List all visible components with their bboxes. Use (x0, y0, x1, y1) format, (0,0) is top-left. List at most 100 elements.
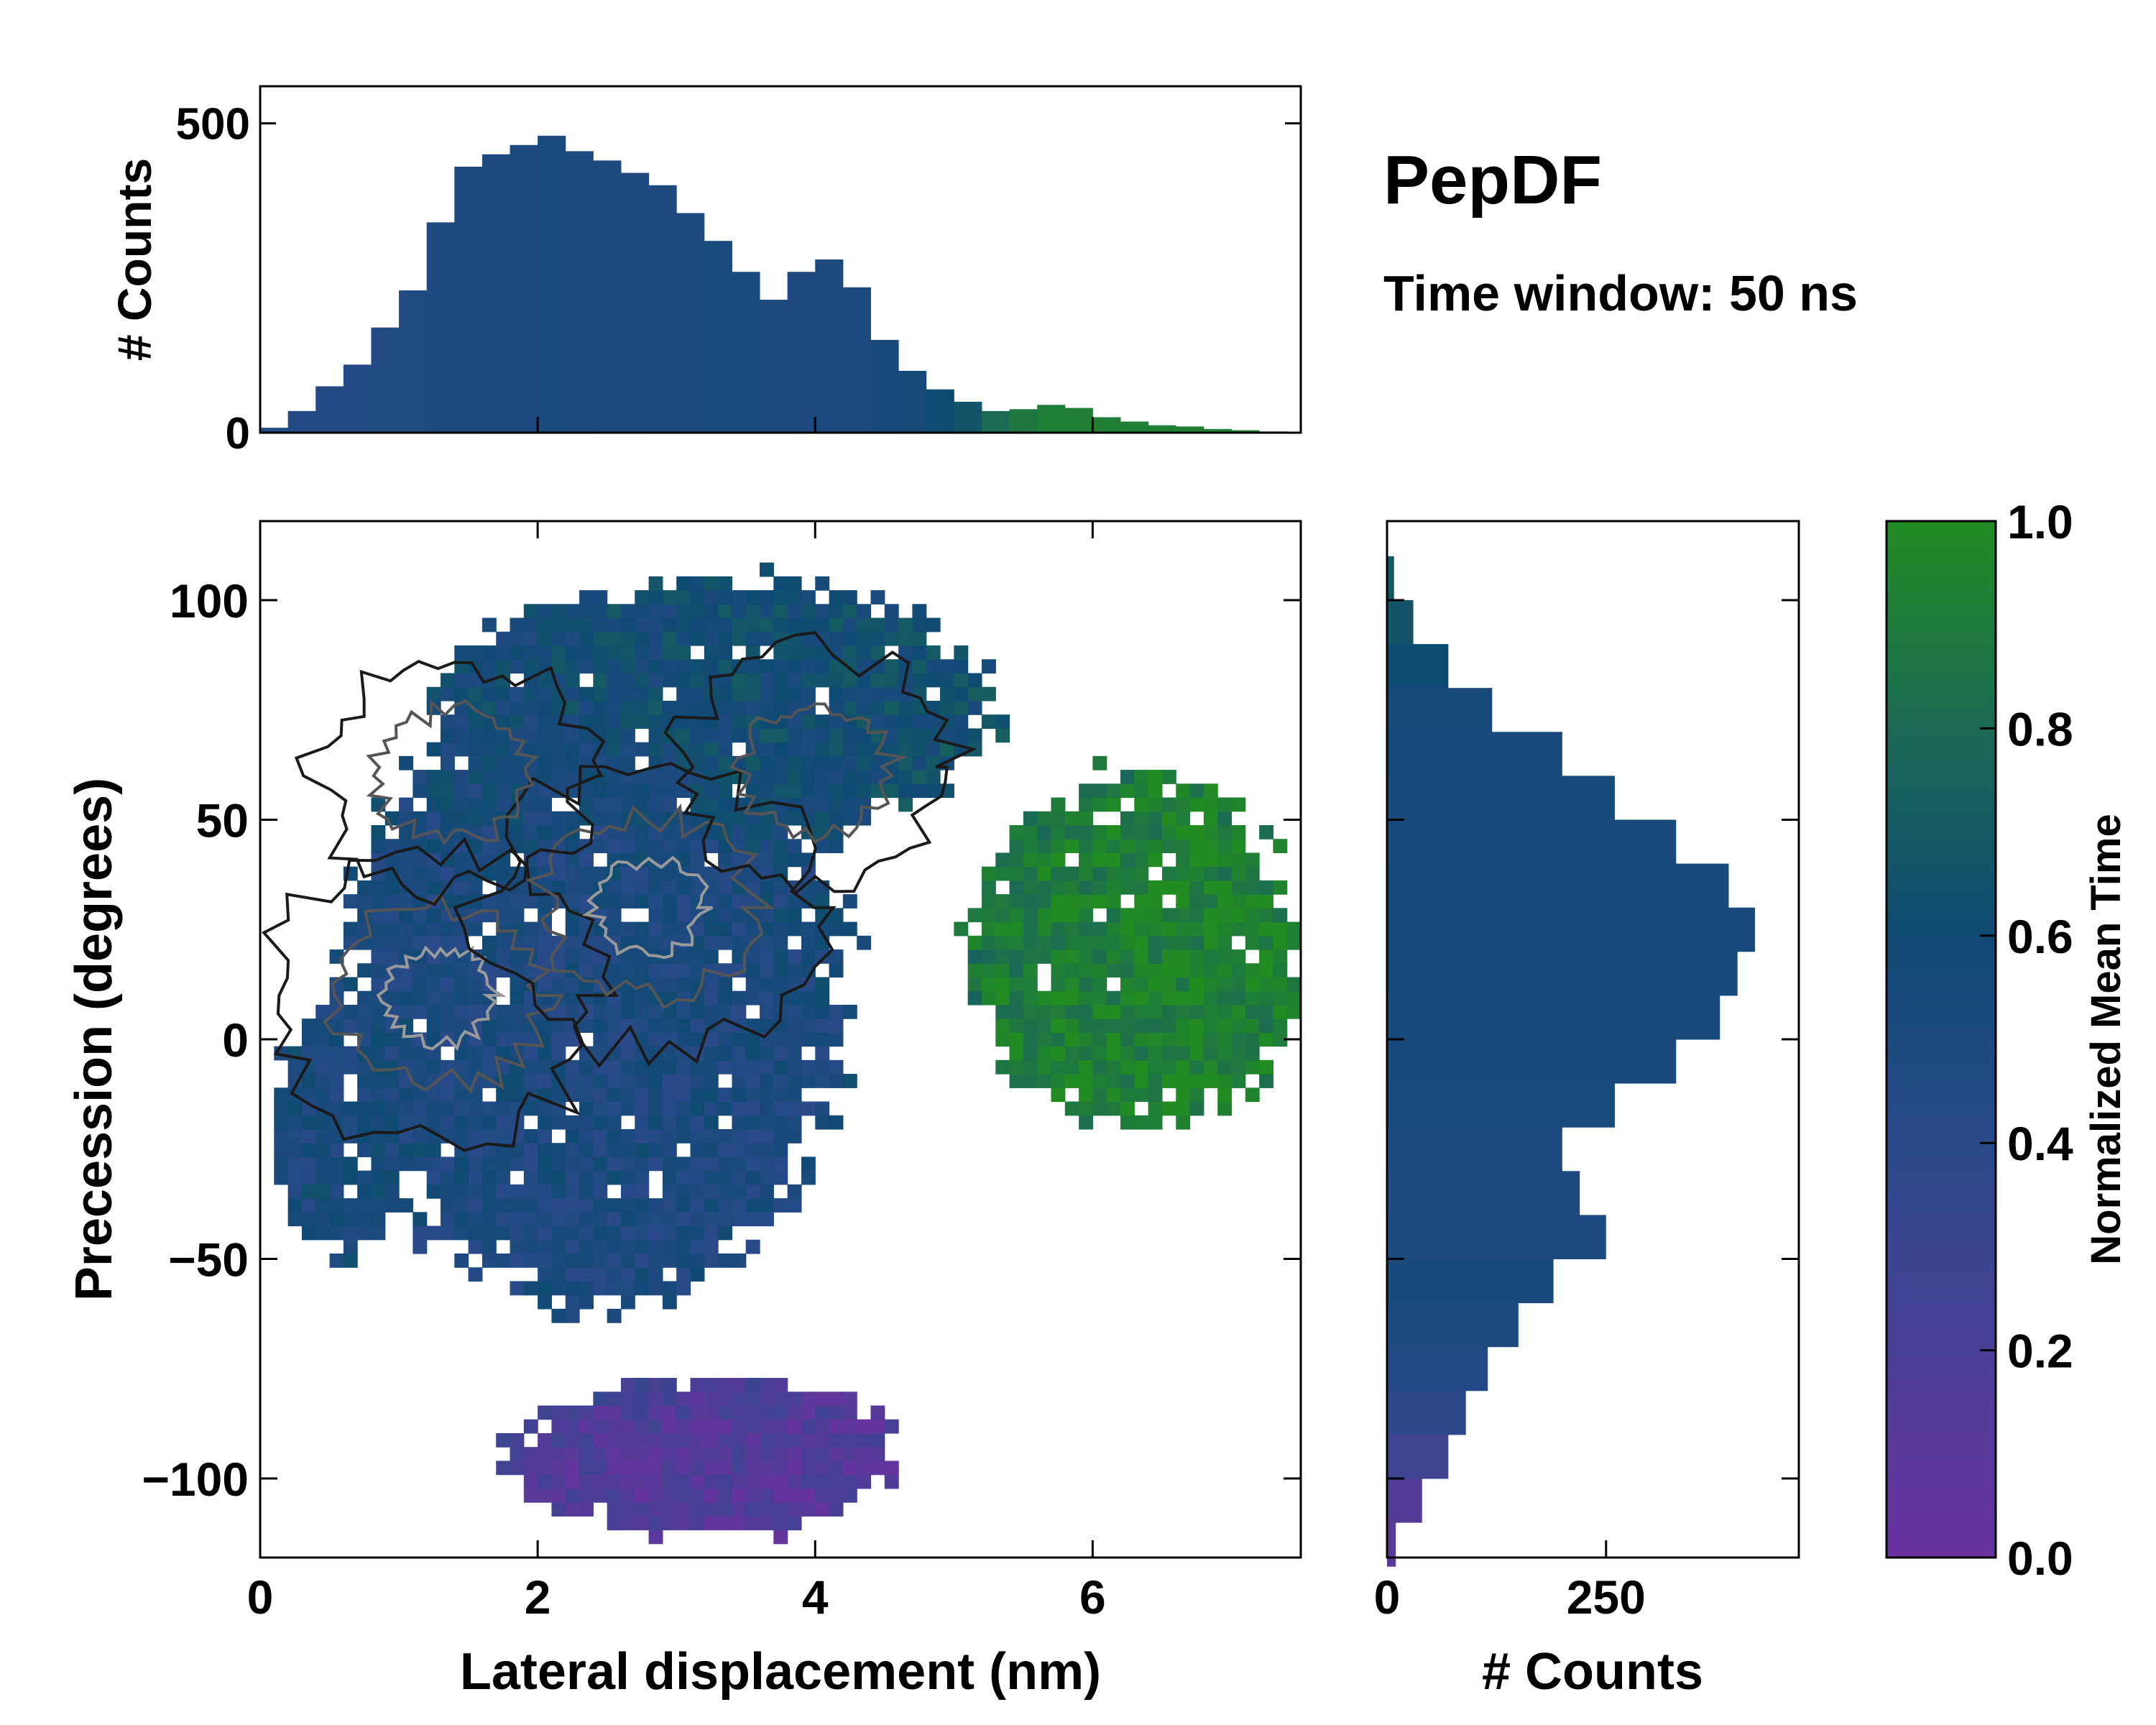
heatmap-cell (496, 1004, 511, 1019)
heatmap-cell (815, 576, 830, 591)
heatmap-cell (745, 1087, 760, 1103)
heatmap-cell (538, 714, 553, 729)
heatmap-cell (940, 742, 954, 757)
heatmap-cell (1217, 1032, 1233, 1047)
heatmap-cell (1106, 990, 1121, 1006)
heatmap-cell (745, 1156, 760, 1172)
heatmap-cell (787, 1004, 802, 1019)
heatmap-cell (801, 1032, 816, 1047)
heatmap-cell (426, 1143, 441, 1158)
heatmap-cell (1079, 1059, 1093, 1075)
heatmap-cell (801, 1405, 816, 1420)
top-histogram-bar (704, 241, 732, 433)
heatmap-cell (357, 963, 372, 978)
heatmap-cell (857, 686, 872, 702)
heatmap-cell (704, 1170, 719, 1185)
colorbar-tick-label: 0.6 (2007, 910, 2073, 963)
heatmap-cell (745, 880, 760, 895)
heatmap-cell (551, 839, 566, 854)
heatmap-cell (343, 1046, 358, 1061)
heatmap-cell (468, 742, 483, 757)
heatmap-cell (1273, 949, 1288, 964)
heatmap-cell (829, 1432, 844, 1448)
heatmap-cell (967, 700, 982, 715)
heatmap-cell (1064, 1101, 1079, 1116)
heatmap-cell (829, 921, 844, 937)
heatmap-cell (620, 1432, 635, 1448)
heatmap-cell (1189, 977, 1204, 992)
heatmap-cell (620, 673, 635, 688)
heatmap-cell (787, 1018, 802, 1033)
heatmap-cell (676, 1460, 691, 1476)
heatmap-cell (538, 1074, 553, 1088)
heatmap-cell (940, 673, 954, 688)
heatmap-cell (760, 1474, 774, 1489)
heatmap-cell (842, 770, 857, 784)
heatmap-cell (620, 755, 635, 770)
heatmap-cell (440, 1156, 455, 1172)
heatmap-cell (607, 797, 622, 812)
heatmap-cell (1106, 866, 1121, 881)
top-histogram-bar (260, 428, 289, 433)
heatmap-cell (760, 1392, 774, 1407)
heatmap-cell (468, 1239, 483, 1254)
heatmap-cell (426, 908, 441, 923)
heatmap-cell (648, 1474, 663, 1489)
heatmap-cell (635, 1239, 650, 1254)
heatmap-cell (1023, 1004, 1038, 1019)
heatmap-cell (565, 921, 580, 937)
heatmap-cell (565, 1032, 580, 1047)
heatmap-cell (815, 1488, 830, 1503)
heatmap-cell (579, 852, 594, 868)
heatmap-cell (1286, 921, 1301, 937)
heatmap-cell (1189, 963, 1204, 978)
heatmap-cell (732, 686, 747, 702)
heatmap-cell (995, 990, 1010, 1006)
heatmap-cell (870, 631, 885, 646)
heatmap-cell (1203, 839, 1218, 854)
heatmap-cell (496, 1184, 511, 1199)
heatmap-cell (343, 1156, 358, 1172)
heatmap-cell (1079, 990, 1093, 1006)
heatmap-cell (1120, 1074, 1135, 1088)
heatmap-cell (662, 894, 677, 908)
heatmap-cell (357, 1004, 372, 1019)
heatmap-cell (620, 631, 635, 646)
chart-subtitle: Time window: 50 ns (1383, 265, 1858, 321)
heatmap-cell (1189, 824, 1204, 840)
heatmap-cell (676, 673, 691, 688)
main-y-tick-label: −100 (142, 1453, 249, 1506)
heatmap-cell (662, 1502, 677, 1517)
heatmap-cell (1217, 1046, 1233, 1061)
heatmap-cell (635, 686, 650, 702)
heatmap-cell (690, 1212, 705, 1227)
heatmap-cell (787, 1392, 802, 1407)
heatmap-cell (732, 1156, 747, 1172)
heatmap-cell (1051, 990, 1066, 1006)
heatmap-cell (801, 686, 816, 702)
heatmap-cell (607, 839, 622, 854)
heatmap-cell (399, 755, 413, 770)
heatmap-cell (1189, 797, 1204, 812)
heatmap-cell (343, 1101, 358, 1116)
main-x-tick-label: 6 (1079, 1570, 1106, 1624)
heatmap-cell (440, 811, 455, 826)
heatmap-cell (1134, 990, 1149, 1006)
heatmap-cell (635, 673, 650, 688)
heatmap-cell (912, 742, 927, 757)
heatmap-cell (1176, 866, 1191, 881)
heatmap-cell (579, 1184, 594, 1199)
heatmap-cell (454, 797, 469, 812)
heatmap-cell (538, 1281, 553, 1296)
heatmap-cell (787, 742, 802, 757)
heatmap-cell (538, 686, 553, 702)
heatmap-cell (1231, 824, 1246, 840)
heatmap-cell (538, 935, 553, 950)
heatmap-cell (551, 1308, 566, 1323)
heatmap-cell (1009, 935, 1024, 950)
heatmap-cell (510, 659, 525, 674)
heatmap-cell (426, 686, 441, 702)
heatmap-cell (662, 590, 677, 604)
heatmap-cell (496, 1032, 511, 1047)
heatmap-cell (690, 576, 705, 591)
